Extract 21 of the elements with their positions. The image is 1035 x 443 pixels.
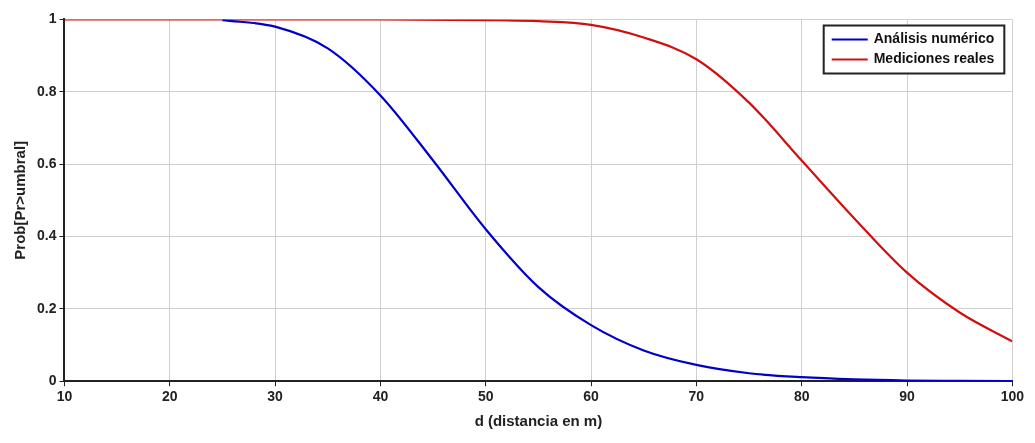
y-tick-label: 1 — [48, 10, 57, 27]
y-axis-title: Prob[Pr>umbral] — [11, 140, 29, 260]
x-tick-label: 40 — [372, 388, 389, 405]
x-tick-label: 60 — [583, 388, 600, 405]
x-axis-title: d (distancia en m) — [474, 412, 603, 430]
y-tick-label: 0.8 — [36, 82, 57, 99]
y-tick-label: 0 — [48, 372, 57, 389]
x-tick-label: 20 — [161, 388, 178, 405]
x-tick-label: 90 — [899, 388, 915, 405]
x-tick-label: 50 — [477, 388, 494, 405]
x-tick-label: 70 — [688, 388, 705, 405]
x-tick-label: 100 — [1000, 388, 1025, 405]
x-tick-label: 80 — [793, 388, 810, 405]
y-tick-label: 0.6 — [36, 154, 57, 171]
legend-label: Análisis numérico — [873, 30, 995, 47]
y-tick-label: 0.4 — [36, 227, 57, 244]
legend-label: Mediciones reales — [873, 50, 995, 67]
x-tick-label: 30 — [267, 388, 284, 405]
x-tick-label: 10 — [56, 388, 73, 405]
line-series — [221, 19, 1013, 382]
y-tick-label: 0.2 — [36, 299, 57, 316]
